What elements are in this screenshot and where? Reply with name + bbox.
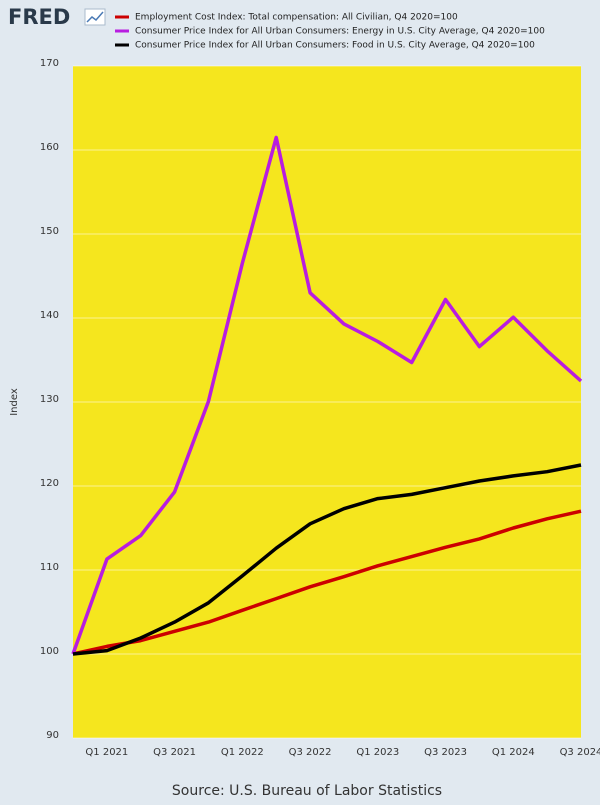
y-tick-label: 100 <box>40 646 59 657</box>
data-line <box>71 135 583 655</box>
x-tick-label: Q3 2022 <box>289 747 332 758</box>
logo-icon <box>84 8 106 26</box>
x-tick-label: Q3 2024 <box>560 747 600 758</box>
y-tick-label: 130 <box>40 394 59 405</box>
legend-label: Consumer Price Index for All Urban Consu… <box>135 27 545 37</box>
x-tick-label: Q3 2023 <box>424 747 467 758</box>
y-tick-label: 110 <box>40 562 59 573</box>
y-tick-label: 150 <box>40 226 59 237</box>
y-tick-label: 140 <box>40 310 59 321</box>
y-tick-label: 170 <box>40 58 59 69</box>
y-tick-label: 120 <box>40 478 59 489</box>
x-tick-label: Q1 2024 <box>492 747 535 758</box>
x-tick-label: Q3 2021 <box>153 747 196 758</box>
legend-label: Employment Cost Index: Total compensatio… <box>135 13 458 23</box>
y-tick-label: 90 <box>46 730 59 741</box>
x-tick-label: Q1 2022 <box>221 747 264 758</box>
source: Source: U.S. Bureau of Labor Statistics <box>172 783 442 799</box>
data-line <box>72 463 582 656</box>
y-axis-label: Index <box>9 388 20 416</box>
legend-label: Consumer Price Index for All Urban Consu… <box>135 41 535 51</box>
logo: FRED <box>8 5 70 29</box>
data-line <box>72 509 582 656</box>
x-tick-label: Q1 2023 <box>356 747 399 758</box>
x-tick-label: Q1 2021 <box>85 747 128 758</box>
y-tick-label: 160 <box>40 142 59 153</box>
